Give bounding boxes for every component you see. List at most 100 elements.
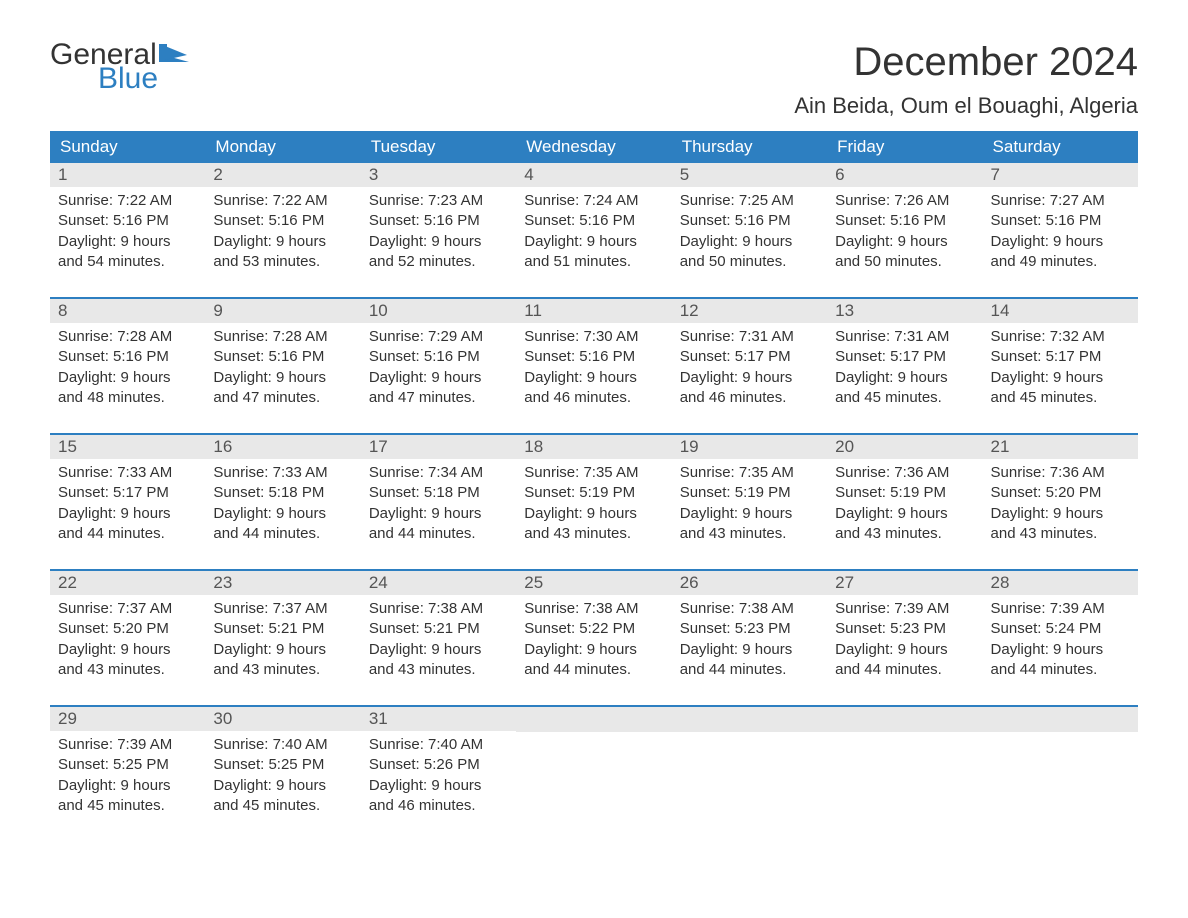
sunrise-line: Sunrise: 7:30 AM <box>524 327 663 347</box>
sunrise-line: Sunrise: 7:31 AM <box>835 327 974 347</box>
daylight-line-1: Daylight: 9 hours <box>680 504 819 524</box>
daylight-line-2: and 44 minutes. <box>58 524 197 544</box>
cell-body: Sunrise: 7:37 AMSunset: 5:20 PMDaylight:… <box>50 595 205 688</box>
daylight-line-2: and 45 minutes. <box>213 796 352 816</box>
sunrise-line: Sunrise: 7:26 AM <box>835 191 974 211</box>
calendar-week: 8Sunrise: 7:28 AMSunset: 5:16 PMDaylight… <box>50 297 1138 419</box>
day-number <box>827 707 982 732</box>
sunset-line: Sunset: 5:23 PM <box>680 619 819 639</box>
day-number: 16 <box>205 435 360 459</box>
calendar-cell: 6Sunrise: 7:26 AMSunset: 5:16 PMDaylight… <box>827 163 982 283</box>
daylight-line-2: and 49 minutes. <box>991 252 1130 272</box>
cell-body: Sunrise: 7:39 AMSunset: 5:24 PMDaylight:… <box>983 595 1138 688</box>
calendar-cell: 4Sunrise: 7:24 AMSunset: 5:16 PMDaylight… <box>516 163 671 283</box>
calendar-cell: 26Sunrise: 7:38 AMSunset: 5:23 PMDayligh… <box>672 571 827 691</box>
sunrise-line: Sunrise: 7:28 AM <box>58 327 197 347</box>
daylight-line-1: Daylight: 9 hours <box>524 504 663 524</box>
daylight-line-1: Daylight: 9 hours <box>369 640 508 660</box>
calendar-week: 1Sunrise: 7:22 AMSunset: 5:16 PMDaylight… <box>50 163 1138 283</box>
calendar-cell: 28Sunrise: 7:39 AMSunset: 5:24 PMDayligh… <box>983 571 1138 691</box>
logo: General Blue <box>50 40 189 94</box>
daylight-line-2: and 45 minutes. <box>991 388 1130 408</box>
day-number: 23 <box>205 571 360 595</box>
calendar-cell: 12Sunrise: 7:31 AMSunset: 5:17 PMDayligh… <box>672 299 827 419</box>
daylight-line-1: Daylight: 9 hours <box>213 368 352 388</box>
sunset-line: Sunset: 5:17 PM <box>58 483 197 503</box>
daylight-line-2: and 44 minutes. <box>680 660 819 680</box>
calendar-cell <box>983 707 1138 827</box>
sunrise-line: Sunrise: 7:32 AM <box>991 327 1130 347</box>
daylight-line-2: and 44 minutes. <box>369 524 508 544</box>
daylight-line-2: and 44 minutes. <box>213 524 352 544</box>
sunrise-line: Sunrise: 7:40 AM <box>369 735 508 755</box>
sunset-line: Sunset: 5:16 PM <box>213 347 352 367</box>
sunset-line: Sunset: 5:19 PM <box>524 483 663 503</box>
daylight-line-2: and 50 minutes. <box>835 252 974 272</box>
sunrise-line: Sunrise: 7:35 AM <box>524 463 663 483</box>
daylight-line-2: and 48 minutes. <box>58 388 197 408</box>
cell-body: Sunrise: 7:38 AMSunset: 5:23 PMDaylight:… <box>672 595 827 688</box>
calendar-cell: 20Sunrise: 7:36 AMSunset: 5:19 PMDayligh… <box>827 435 982 555</box>
calendar-cell: 21Sunrise: 7:36 AMSunset: 5:20 PMDayligh… <box>983 435 1138 555</box>
daylight-line-1: Daylight: 9 hours <box>680 368 819 388</box>
day-number: 19 <box>672 435 827 459</box>
daylight-line-2: and 43 minutes. <box>680 524 819 544</box>
calendar-cell: 1Sunrise: 7:22 AMSunset: 5:16 PMDaylight… <box>50 163 205 283</box>
day-number: 24 <box>361 571 516 595</box>
sunrise-line: Sunrise: 7:38 AM <box>524 599 663 619</box>
sunrise-line: Sunrise: 7:39 AM <box>991 599 1130 619</box>
cell-body: Sunrise: 7:27 AMSunset: 5:16 PMDaylight:… <box>983 187 1138 280</box>
cell-body: Sunrise: 7:33 AMSunset: 5:17 PMDaylight:… <box>50 459 205 552</box>
sunrise-line: Sunrise: 7:34 AM <box>369 463 508 483</box>
cell-body: Sunrise: 7:38 AMSunset: 5:22 PMDaylight:… <box>516 595 671 688</box>
day-number: 8 <box>50 299 205 323</box>
daylight-line-1: Daylight: 9 hours <box>524 368 663 388</box>
day-header-tuesday: Tuesday <box>361 131 516 163</box>
day-number: 31 <box>361 707 516 731</box>
calendar-cell: 29Sunrise: 7:39 AMSunset: 5:25 PMDayligh… <box>50 707 205 827</box>
calendar-cell: 7Sunrise: 7:27 AMSunset: 5:16 PMDaylight… <box>983 163 1138 283</box>
calendar-cell: 14Sunrise: 7:32 AMSunset: 5:17 PMDayligh… <box>983 299 1138 419</box>
sunrise-line: Sunrise: 7:28 AM <box>213 327 352 347</box>
cell-body: Sunrise: 7:40 AMSunset: 5:26 PMDaylight:… <box>361 731 516 824</box>
cell-body: Sunrise: 7:25 AMSunset: 5:16 PMDaylight:… <box>672 187 827 280</box>
daylight-line-1: Daylight: 9 hours <box>991 368 1130 388</box>
calendar-cell: 17Sunrise: 7:34 AMSunset: 5:18 PMDayligh… <box>361 435 516 555</box>
cell-body: Sunrise: 7:40 AMSunset: 5:25 PMDaylight:… <box>205 731 360 824</box>
daylight-line-1: Daylight: 9 hours <box>369 368 508 388</box>
sunset-line: Sunset: 5:26 PM <box>369 755 508 775</box>
daylight-line-1: Daylight: 9 hours <box>835 368 974 388</box>
daylight-line-2: and 44 minutes. <box>524 660 663 680</box>
day-number: 30 <box>205 707 360 731</box>
calendar-cell: 31Sunrise: 7:40 AMSunset: 5:26 PMDayligh… <box>361 707 516 827</box>
cell-body: Sunrise: 7:39 AMSunset: 5:23 PMDaylight:… <box>827 595 982 688</box>
title-block: December 2024 Ain Beida, Oum el Bouaghi,… <box>794 40 1138 119</box>
day-header-row: Sunday Monday Tuesday Wednesday Thursday… <box>50 131 1138 163</box>
sunrise-line: Sunrise: 7:37 AM <box>58 599 197 619</box>
calendar-cell: 11Sunrise: 7:30 AMSunset: 5:16 PMDayligh… <box>516 299 671 419</box>
calendar-cell: 25Sunrise: 7:38 AMSunset: 5:22 PMDayligh… <box>516 571 671 691</box>
daylight-line-1: Daylight: 9 hours <box>58 776 197 796</box>
calendar-cell <box>516 707 671 827</box>
daylight-line-2: and 44 minutes. <box>835 660 974 680</box>
calendar-cell: 18Sunrise: 7:35 AMSunset: 5:19 PMDayligh… <box>516 435 671 555</box>
cell-body: Sunrise: 7:23 AMSunset: 5:16 PMDaylight:… <box>361 187 516 280</box>
day-number: 5 <box>672 163 827 187</box>
daylight-line-1: Daylight: 9 hours <box>58 504 197 524</box>
daylight-line-1: Daylight: 9 hours <box>835 504 974 524</box>
daylight-line-1: Daylight: 9 hours <box>835 640 974 660</box>
calendar-cell: 8Sunrise: 7:28 AMSunset: 5:16 PMDaylight… <box>50 299 205 419</box>
daylight-line-1: Daylight: 9 hours <box>213 504 352 524</box>
cell-body: Sunrise: 7:29 AMSunset: 5:16 PMDaylight:… <box>361 323 516 416</box>
daylight-line-1: Daylight: 9 hours <box>369 776 508 796</box>
daylight-line-1: Daylight: 9 hours <box>369 504 508 524</box>
sunset-line: Sunset: 5:25 PM <box>213 755 352 775</box>
sunrise-line: Sunrise: 7:22 AM <box>58 191 197 211</box>
sunrise-line: Sunrise: 7:31 AM <box>680 327 819 347</box>
day-number: 4 <box>516 163 671 187</box>
day-number <box>516 707 671 732</box>
day-number: 12 <box>672 299 827 323</box>
daylight-line-1: Daylight: 9 hours <box>213 776 352 796</box>
sunset-line: Sunset: 5:17 PM <box>991 347 1130 367</box>
sunset-line: Sunset: 5:16 PM <box>835 211 974 231</box>
